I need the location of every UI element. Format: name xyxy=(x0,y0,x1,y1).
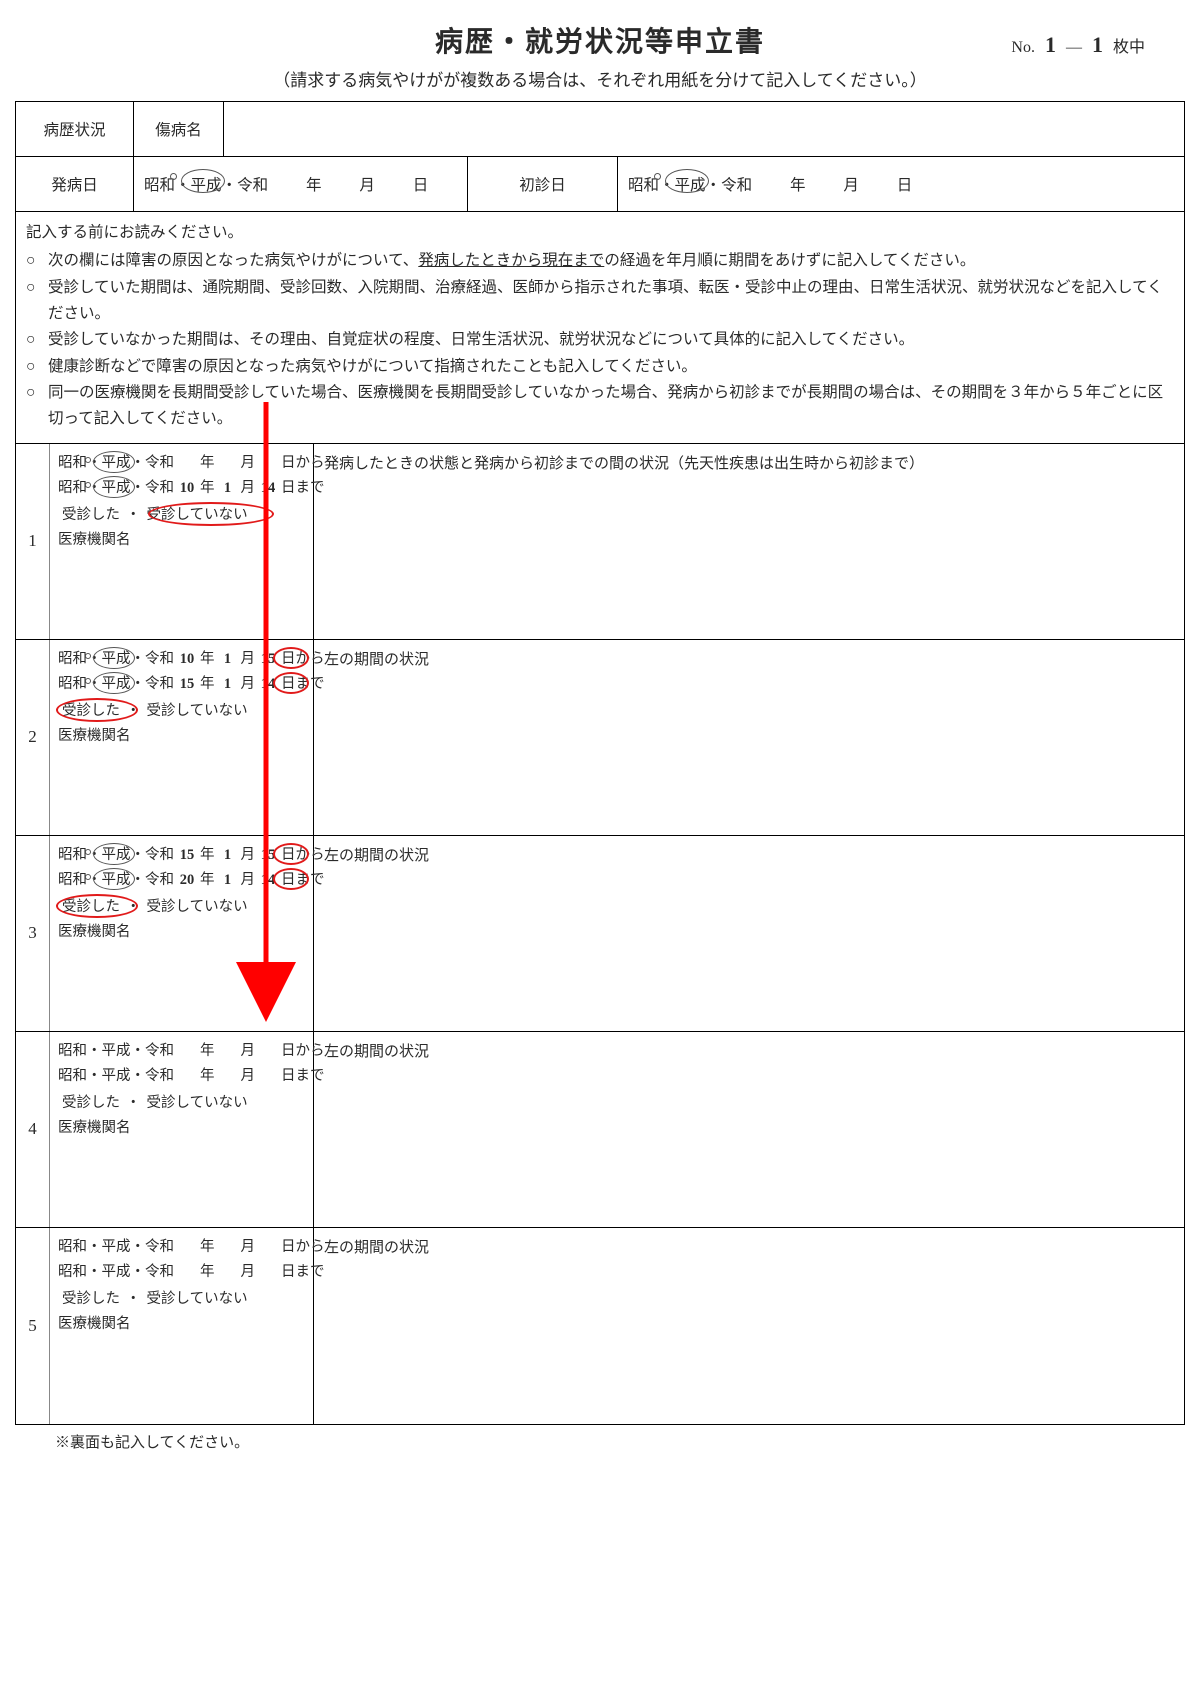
label-month: 月 xyxy=(843,177,859,194)
institution-label: 医療機関名 xyxy=(58,529,307,552)
label-month: 月 xyxy=(359,177,375,194)
institution-label: 医療機関名 xyxy=(58,725,307,748)
instruction-bullet: ○受診していた期間は、通院期間、受診回数、入院期間、治療経過、医師から指示された… xyxy=(26,275,1174,328)
history-row: 4昭和・平成・令和 年月日から昭和・平成・令和 年月日まで受診した・受診していな… xyxy=(16,1032,1184,1228)
era-reiwa: 令和 xyxy=(237,177,268,194)
hdr-disease-name-label: 傷病名 xyxy=(134,102,224,156)
era-reiwa: 令和 xyxy=(721,177,752,194)
history-left-panel[interactable]: 昭和・平成・令和 年月日から昭和・平成・令和10年1月14日まで受診した・受診し… xyxy=(50,444,314,639)
history-left-panel[interactable]: 昭和・平成・令和 年月日から昭和・平成・令和 年月日まで受診した・受診していない… xyxy=(50,1032,314,1227)
history-row-number: 2 xyxy=(16,640,50,835)
history-row: 1昭和・平成・令和 年月日から昭和・平成・令和10年1月14日まで受診した・受診… xyxy=(16,444,1184,640)
document-title: 病歴・就労状況等申立書 xyxy=(435,20,765,60)
history-right-panel[interactable]: 左の期間の状況 xyxy=(314,836,1184,1031)
document-subtitle: （請求する病気やけがが複数ある場合は、それぞれ用紙を分けて記入してください。） xyxy=(15,66,1185,91)
header-row-1: 病歴状況 傷病名 xyxy=(16,102,1184,157)
label-year: 年 xyxy=(306,177,322,194)
history-right-panel[interactable]: 左の期間の状況 xyxy=(314,1228,1184,1424)
institution-label: 医療機関名 xyxy=(58,921,307,944)
instruction-bullet: ○同一の医療機関を長期間受診していた場合、医療機関を長期間受診していなかった場合… xyxy=(26,380,1174,433)
history-row-number: 4 xyxy=(16,1032,50,1227)
page-number: No. 1 — 1 枚中 xyxy=(1011,32,1145,58)
history-row: 5昭和・平成・令和 年月日から昭和・平成・令和 年月日まで受診した・受診していな… xyxy=(16,1228,1184,1424)
instruction-bullet: ○次の欄には障害の原因となった病気やけがについて、発病したときから現在までの経過… xyxy=(26,248,1174,274)
header-row-2: 発病日 昭和・平成・令和 年 月 日 初診日 昭和・平成・令和 年 月 日 xyxy=(16,157,1184,212)
history-right-header: 左の期間の状況 xyxy=(324,648,1174,669)
page-no-suffix: 枚中 xyxy=(1113,39,1145,56)
first-visit-label: 初診日 xyxy=(468,157,618,211)
first-visit-field[interactable]: 昭和・平成・令和 年 月 日 xyxy=(618,157,1184,211)
history-left-panel[interactable]: 昭和・平成・令和 年月日から昭和・平成・令和 年月日まで受診した・受診していない… xyxy=(50,1228,314,1424)
label-day: 日 xyxy=(413,177,429,194)
history-left-panel[interactable]: 昭和・平成・令和15年1月15日から昭和・平成・令和20年1月14日まで受診した… xyxy=(50,836,314,1031)
onset-label: 発病日 xyxy=(16,157,134,211)
era-heisei: 平成 xyxy=(675,177,706,194)
history-right-panel[interactable]: 左の期間の状況 xyxy=(314,1032,1184,1227)
hdr-situation-label: 病歴状況 xyxy=(16,102,134,156)
label-year: 年 xyxy=(790,177,806,194)
history-row: 3昭和・平成・令和15年1月15日から昭和・平成・令和20年1月14日まで受診し… xyxy=(16,836,1184,1032)
hdr-disease-name-value[interactable] xyxy=(224,102,1184,156)
era-heisei: 平成 xyxy=(191,177,222,194)
footnote: ※裏面も記入してください。 xyxy=(15,1425,1185,1452)
history-right-header: 左の期間の状況 xyxy=(324,1040,1174,1061)
institution-label: 医療機関名 xyxy=(58,1117,307,1140)
instructions-intro: 記入する前にお読みください。 xyxy=(26,220,1174,246)
history-left-panel[interactable]: 昭和・平成・令和10年1月15日から昭和・平成・令和15年1月14日まで受診した… xyxy=(50,640,314,835)
page-no-sep: — xyxy=(1066,39,1082,56)
page-no-current: 1 xyxy=(1039,32,1062,57)
history-row-number: 5 xyxy=(16,1228,50,1424)
era-showa: 昭和 xyxy=(628,177,659,194)
instruction-bullet: ○健康診断などで障害の原因となった病気やけがについて指摘されたことも記入してくだ… xyxy=(26,354,1174,380)
institution-label: 医療機関名 xyxy=(58,1313,307,1336)
instruction-bullet: ○受診していなかった期間は、その理由、自覚症状の程度、日常生活状況、就労状況など… xyxy=(26,327,1174,353)
history-right-header: 左の期間の状況 xyxy=(324,1236,1174,1257)
form-outer: 病歴状況 傷病名 発病日 昭和・平成・令和 年 月 日 初診日 昭和・平成・令和… xyxy=(15,101,1185,1425)
history-right-header: 左の期間の状況 xyxy=(324,844,1174,865)
history-right-panel[interactable]: 左の期間の状況 xyxy=(314,640,1184,835)
instructions-block: 記入する前にお読みください。 ○次の欄には障害の原因となった病気やけがについて、… xyxy=(16,212,1184,444)
onset-date-field[interactable]: 昭和・平成・令和 年 月 日 xyxy=(134,157,468,211)
era-showa: 昭和 xyxy=(144,177,175,194)
history-row: 2昭和・平成・令和10年1月15日から昭和・平成・令和15年1月14日まで受診し… xyxy=(16,640,1184,836)
page-no-prefix: No. xyxy=(1011,39,1035,56)
page-no-total: 1 xyxy=(1086,32,1109,57)
history-right-panel[interactable]: 発病したときの状態と発病から初診までの間の状況（先天性疾患は出生時から初診まで） xyxy=(314,444,1184,639)
history-right-header: 発病したときの状態と発病から初診までの間の状況（先天性疾患は出生時から初診まで） xyxy=(324,452,1174,473)
history-row-number: 1 xyxy=(16,444,50,639)
label-day: 日 xyxy=(897,177,913,194)
history-row-number: 3 xyxy=(16,836,50,1031)
